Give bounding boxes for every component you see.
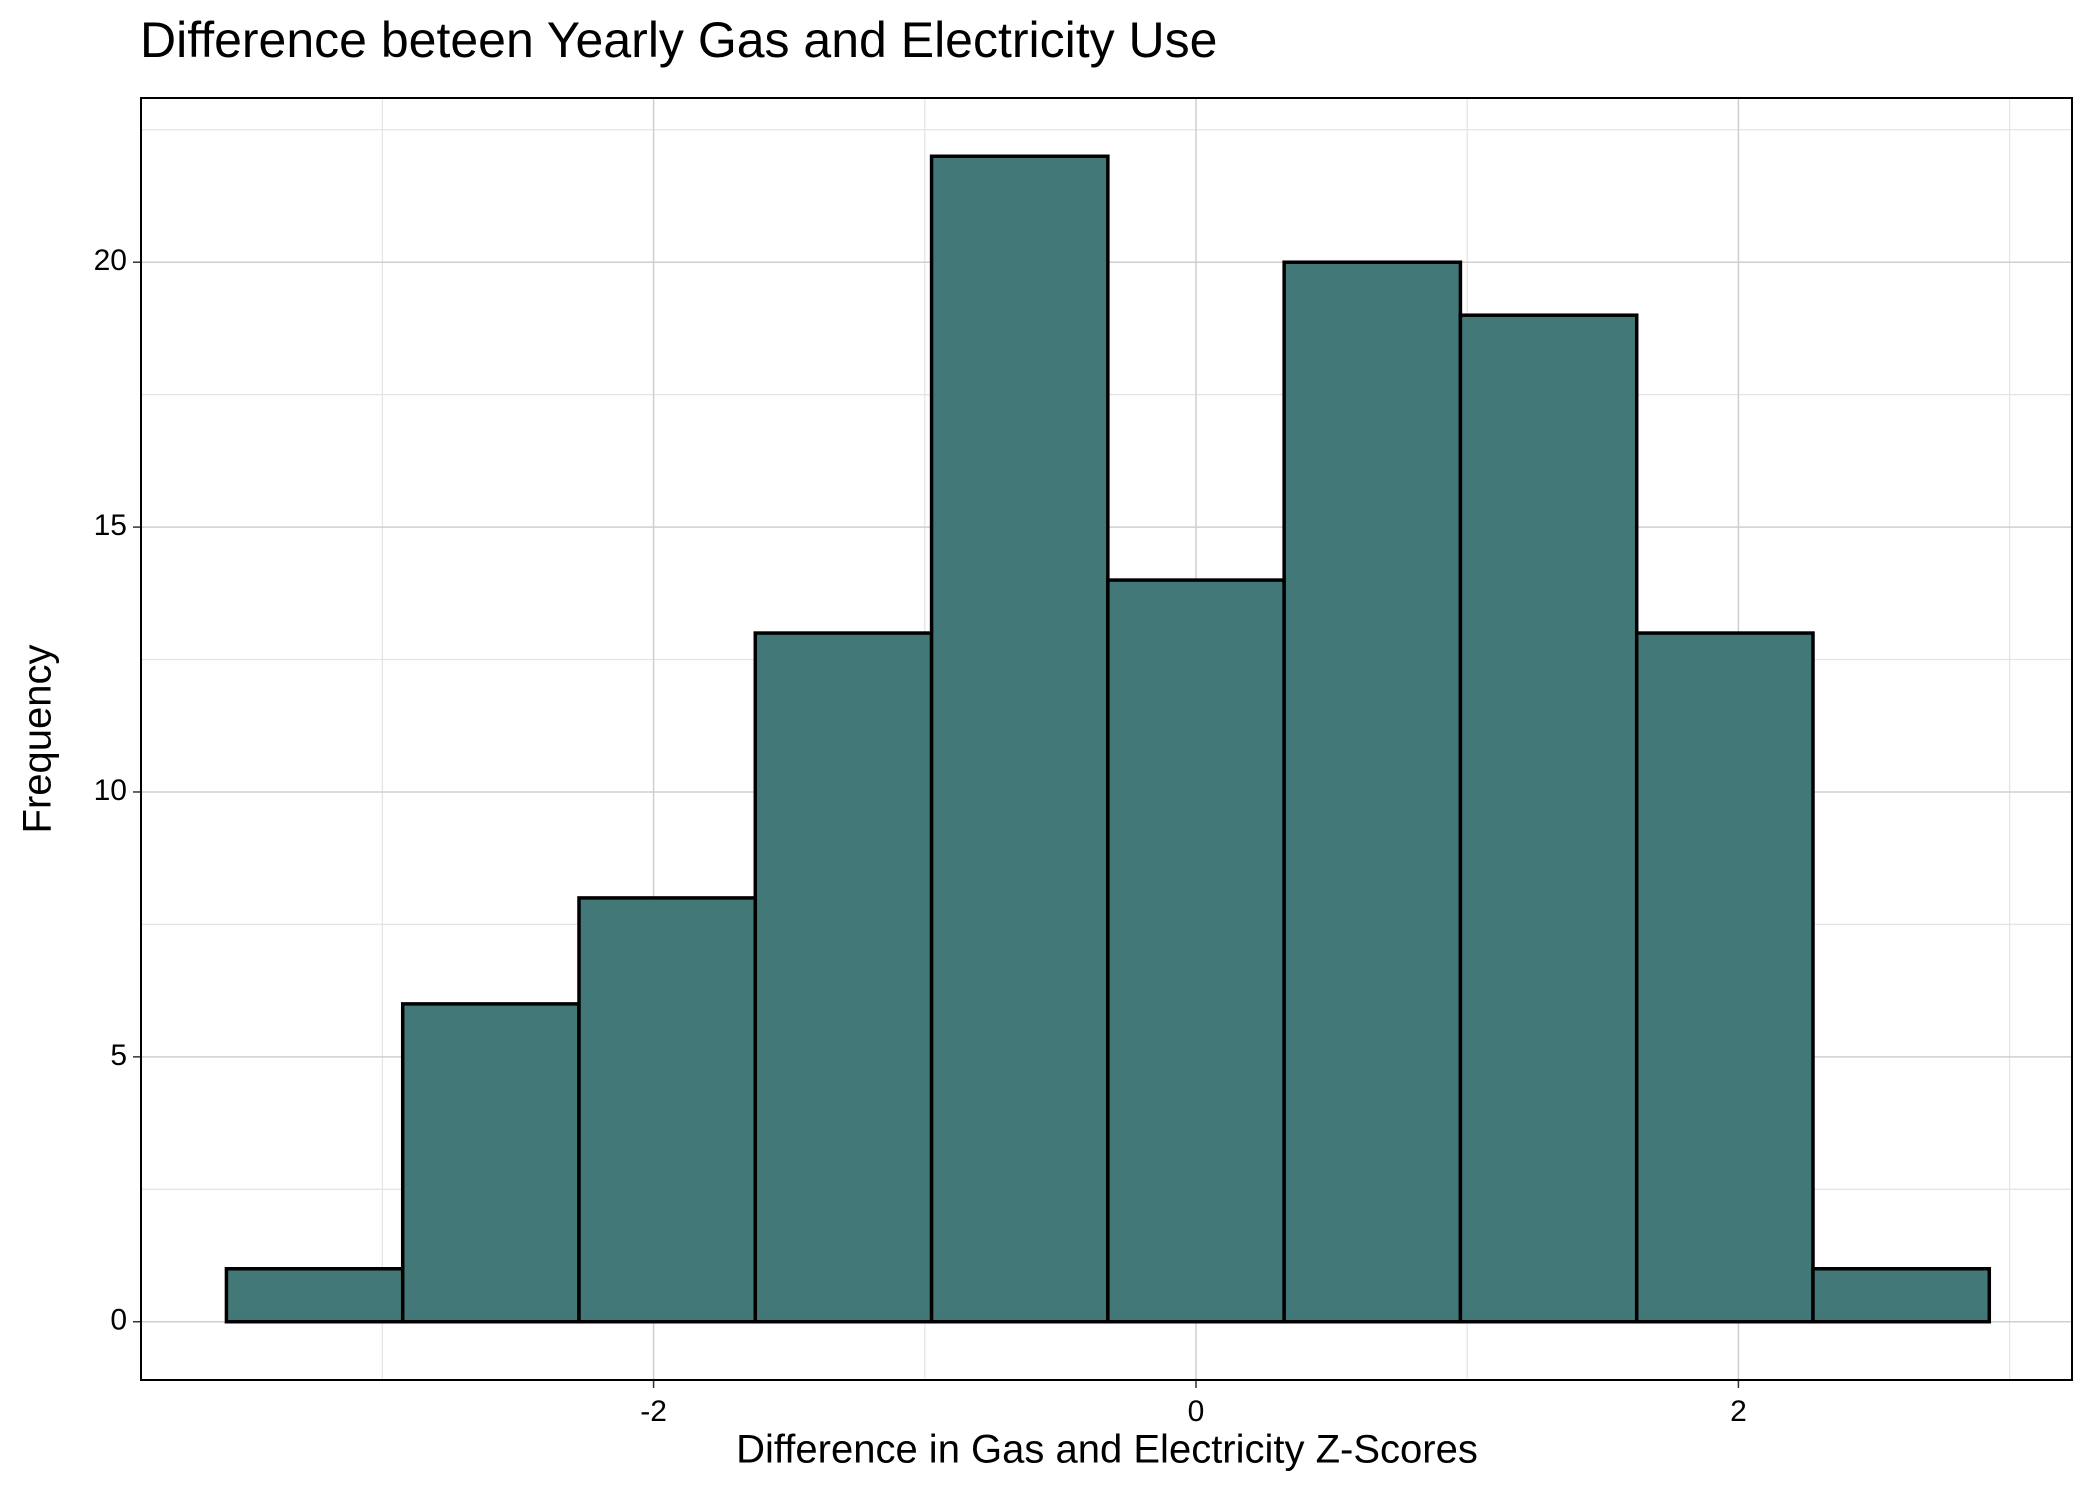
x-tick-label: 0 xyxy=(1188,1395,1205,1428)
bar xyxy=(1634,631,1815,1324)
bar xyxy=(577,896,758,1324)
x-tick-label: 2 xyxy=(1730,1395,1747,1428)
bar xyxy=(1282,260,1463,1324)
y-tick-label: 0 xyxy=(110,1304,127,1337)
bar xyxy=(1458,313,1639,1324)
bar xyxy=(929,154,1110,1324)
y-tick-label: 15 xyxy=(94,509,127,542)
bar xyxy=(224,1267,405,1324)
plot-border xyxy=(140,97,2073,1381)
bar xyxy=(400,1002,581,1324)
y-tick-label: 10 xyxy=(94,774,127,807)
x-tick-label: -2 xyxy=(640,1395,667,1428)
y-tick-label: 5 xyxy=(110,1039,127,1072)
chart-title: Difference beteen Yearly Gas and Electri… xyxy=(140,12,1217,68)
y-tick-label: 20 xyxy=(94,244,127,277)
y-axis-label: Frequency xyxy=(16,645,60,834)
bar xyxy=(753,631,934,1324)
x-axis-label: Difference in Gas and Electricity Z-Scor… xyxy=(736,1428,1478,1472)
bar xyxy=(1811,1267,1992,1324)
bar xyxy=(1106,578,1286,1324)
